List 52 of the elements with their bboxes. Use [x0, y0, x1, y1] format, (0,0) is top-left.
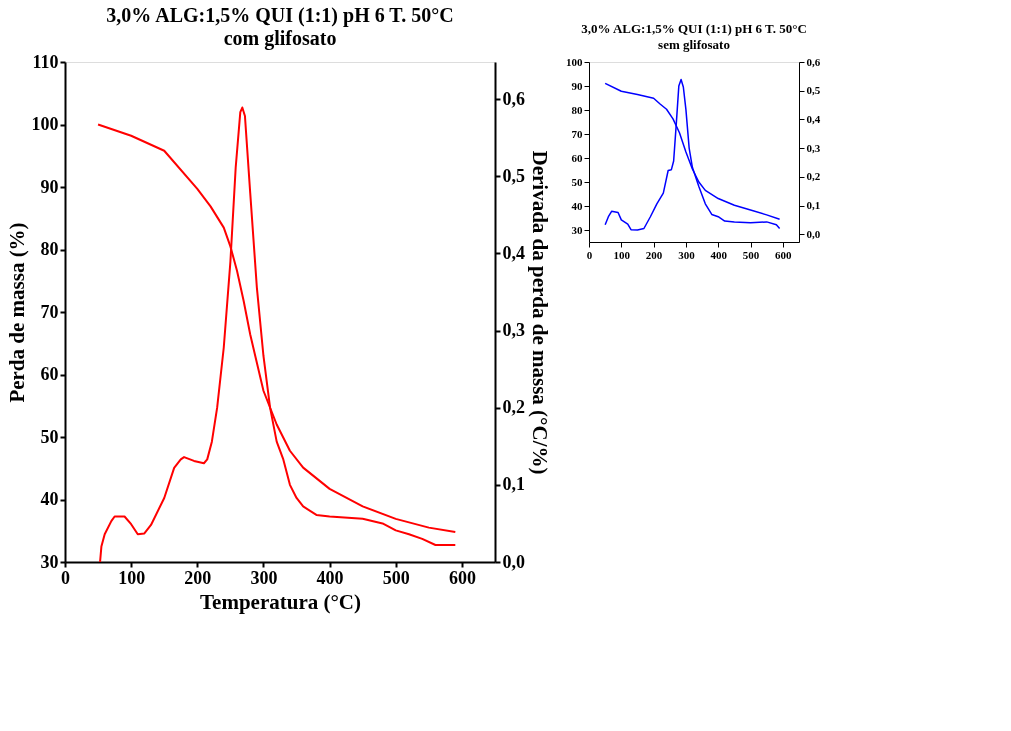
y2-tick-label: 0,6	[502, 88, 525, 109]
y2-tick-label: 0,1	[806, 199, 821, 212]
y2-tick-label: 0,2	[806, 170, 821, 183]
y-tick-label: 50	[571, 175, 583, 188]
y2-tick-label: 0,0	[502, 551, 525, 572]
y-tick-label: 40	[571, 199, 583, 212]
x-tick-label: 200	[184, 567, 212, 588]
y-tick-label: 110	[32, 51, 59, 72]
x-tick-label: 100	[613, 248, 631, 261]
y-tick-label: 70	[571, 127, 583, 140]
x-tick-label: 400	[316, 567, 344, 588]
y2-tick-label: 0,0	[806, 227, 821, 240]
y2-tick-label: 0,3	[806, 141, 821, 154]
y2-tick-label: 0,6	[806, 55, 821, 68]
x-tick-label: 500	[382, 567, 410, 588]
y-tick-label: 60	[571, 151, 583, 164]
y-tick-label: 60	[40, 364, 59, 384]
x-axis-title: Temperatura (°C)	[199, 589, 362, 614]
y-tick-label: 40	[40, 489, 59, 509]
y2-tick-label: 0,4	[502, 242, 525, 263]
y2-tick-label: 0,5	[502, 165, 525, 186]
y-tick-label: 100	[566, 55, 583, 68]
x-tick-label: 600	[775, 248, 793, 261]
y-tick-label: 90	[571, 79, 583, 92]
y2-tick-label: 0,1	[502, 474, 525, 495]
chart-title: 3,0% ALG:1,5% QUI (1:1) pH 6 T. 50°C	[106, 4, 454, 27]
y-tick-label: 50	[40, 426, 59, 447]
x-tick-label: 300	[678, 248, 696, 261]
y2-tick-label: 0,5	[806, 84, 821, 97]
x-tick-label: 400	[710, 248, 728, 261]
x-tick-label: 0	[61, 567, 70, 588]
y-axis-title: Perda de massa (%)	[4, 222, 29, 403]
y-tick-label: 80	[571, 103, 583, 116]
chart-subtitle: com glifosato	[223, 27, 337, 50]
x-tick-label: 100	[118, 567, 146, 588]
y2-tick-label: 0,2	[502, 397, 525, 418]
x-tick-label: 200	[645, 248, 663, 261]
x-tick-label: 300	[250, 567, 278, 588]
y-tick-label: 100	[31, 114, 59, 134]
y-tick-label: 30	[571, 223, 583, 236]
y2-tick-label: 0,4	[806, 112, 821, 125]
y-tick-label: 90	[40, 176, 59, 197]
y2-tick-label: 0,3	[502, 320, 525, 341]
chart-title: 3,0% ALG:1,5% QUI (1:1) pH 6 T. 50°C	[581, 21, 807, 36]
y-tick-label: 80	[40, 239, 59, 259]
chart-subtitle: sem glifosato	[658, 37, 730, 52]
y2-axis-title: Derivada da perda de massa (°C/%)	[528, 150, 552, 475]
y-tick-label: 70	[40, 301, 59, 322]
y-tick-label: 30	[40, 551, 59, 572]
x-tick-label: 500	[742, 248, 760, 261]
x-tick-label: 600	[448, 567, 476, 588]
x-tick-label: 0	[586, 248, 593, 261]
